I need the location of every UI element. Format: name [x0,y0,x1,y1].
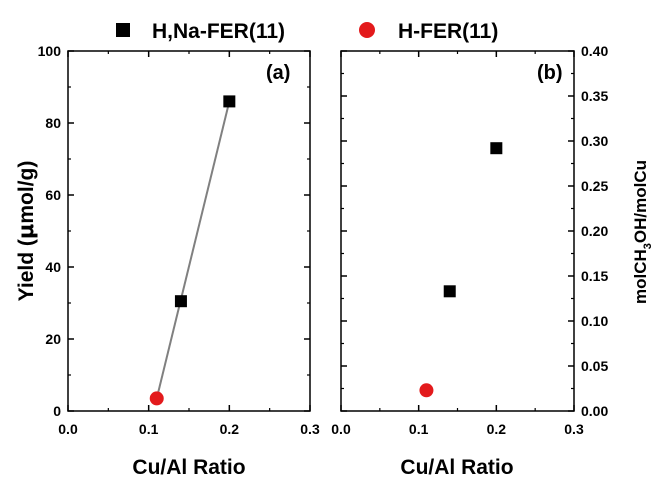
panel-b-x-tick-label: 0.1 [409,421,429,437]
panel-b-y-axis-title-part-3: OH/molCu [631,160,650,243]
panel-b-point-circle [419,383,434,398]
panel-b-x-tick-label: 0.2 [487,421,507,437]
panel-a-y-tick-label: 100 [38,43,62,59]
panel-a-y-tick-label: 60 [45,187,61,203]
panel-b-y-tick-label: 0.30 [581,133,608,149]
panel-b-y-axis-title-subscript: 3 [642,243,654,249]
panel-a-ticks: 0.0 0.1 0.2 0.3 0 20 40 60 80 100 [38,43,320,437]
panel-a-point-square [223,95,236,108]
legend-label-h-fer: H-FER(11) [398,20,498,43]
panel-a-x-tick-label: 0.3 [300,421,320,437]
panel-b-y-axis-title: molCH3OH/molCu [631,160,654,304]
panel-b-point-square [490,142,503,155]
panel-b-y-tick-label: 0.05 [581,358,608,374]
panel-a-y-axis-title: Yield (μmol/g) [14,161,38,302]
panel-b-marks [419,142,503,398]
panel-a-frame [67,50,311,412]
panel-b-y-tick-label: 0.40 [581,43,608,59]
panel-a-x-tick-label: 0.0 [58,421,78,437]
panel-a-x-axis-title: Cu/Al Ratio [132,456,245,478]
panel-b-x-axis-title: Cu/Al Ratio [400,456,513,478]
panel-a-label: (a) [266,62,290,84]
panel-a-y-tick-label: 20 [45,331,61,347]
panel-b-point-square [443,285,456,298]
panel-b-y-tick-label: 0.10 [581,313,608,329]
panel-b-y-tick-label: 0.00 [581,403,608,419]
legend: H,Na-FER(11) H-FER(11) [116,20,498,43]
panel-b-label: (b) [537,62,563,84]
panel-b-ticks: 0.0 0.1 0.2 0.3 0.00 0.05 0.10 0.15 0.20 0.25 0.30… [331,43,608,437]
panel-a-point-square [174,295,187,308]
panel-a-marks [149,95,236,406]
panel-a-fit-line [155,101,231,399]
panel-b-x-tick-label: 0.0 [331,421,351,437]
panel-a-x-tick-label: 0.2 [220,421,240,437]
panel-b-x-tick-label: 0.3 [564,421,584,437]
legend-marker-square [116,23,130,37]
legend-label-h-na-fer: H,Na-FER(11) [152,20,285,43]
panel-b-y-tick-label: 0.35 [581,88,608,104]
panel-a-y-axis-title-part-2: μ [14,224,38,239]
panel-a-x-tick-label: 0.1 [139,421,159,437]
panel-b-y-tick-label: 0.15 [581,268,608,284]
panel-b: 0.0 0.1 0.2 0.3 0.00 0.05 0.10 0.15 0.20 0.25 0.30… [331,43,654,478]
panel-a-y-axis-title-part-3: mol/g) [15,161,38,224]
panel-a-y-tick-label: 40 [45,259,61,275]
legend-marker-circle [359,22,375,38]
panel-a: 0.0 0.1 0.2 0.3 0 20 40 60 80 100 (a) Cu/Al Ratio… [14,43,320,478]
panel-a-point-circle [149,391,164,406]
panel-b-y-tick-label: 0.25 [581,178,608,194]
panel-a-y-tick-label: 80 [45,115,61,131]
panel-b-y-axis-title-part-1: molCH [631,249,650,304]
panel-a-y-tick-label: 0 [53,403,61,419]
panel-b-y-tick-label: 0.20 [581,223,608,239]
panel-b-frame [340,50,575,412]
panel-a-y-axis-title-part-1: Yield ( [15,239,38,301]
